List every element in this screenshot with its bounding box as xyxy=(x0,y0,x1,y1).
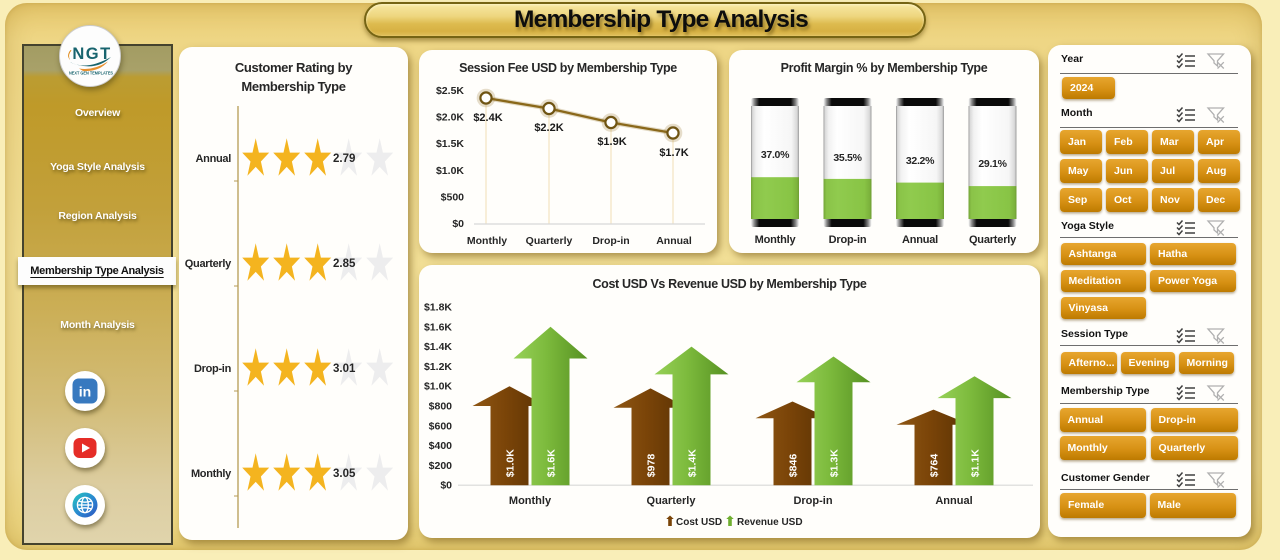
svg-text:Quarterly: Quarterly xyxy=(969,234,1017,246)
svg-text:$0: $0 xyxy=(452,218,464,230)
svg-text:Drop-in: Drop-in xyxy=(793,495,832,507)
svg-text:$1.3K: $1.3K xyxy=(829,449,841,477)
svg-text:$978: $978 xyxy=(646,454,658,478)
svg-text:$2.2K: $2.2K xyxy=(534,122,563,134)
svg-text:$1.0K: $1.0K xyxy=(436,165,464,177)
svg-text:$846: $846 xyxy=(788,454,800,478)
svg-text:35.5%: 35.5% xyxy=(833,152,862,164)
svg-text:Monthly: Monthly xyxy=(509,495,552,507)
svg-text:$1.4K: $1.4K xyxy=(424,341,452,353)
svg-text:$1.7K: $1.7K xyxy=(659,147,688,159)
svg-text:$1.0K: $1.0K xyxy=(505,449,517,477)
svg-text:Monthly: Monthly xyxy=(755,234,797,246)
svg-text:Drop-in: Drop-in xyxy=(592,235,629,247)
svg-text:Drop-in: Drop-in xyxy=(829,234,867,246)
svg-text:$1.6K: $1.6K xyxy=(546,449,558,477)
svg-text:Quarterly: Quarterly xyxy=(647,495,697,507)
svg-text:29.1%: 29.1% xyxy=(978,158,1007,170)
svg-text:$600: $600 xyxy=(429,420,453,432)
svg-text:$2.4K: $2.4K xyxy=(473,112,502,124)
svg-text:$200: $200 xyxy=(429,460,453,472)
svg-text:Monthly: Monthly xyxy=(467,235,507,247)
svg-text:$1.1K: $1.1K xyxy=(970,449,982,477)
svg-text:$0: $0 xyxy=(440,480,452,492)
svg-text:$1.5K: $1.5K xyxy=(436,138,464,150)
svg-text:37.0%: 37.0% xyxy=(761,149,790,161)
svg-text:$764: $764 xyxy=(929,454,941,478)
svg-text:NGT: NGT xyxy=(72,45,111,63)
svg-text:Revenue USD: Revenue USD xyxy=(737,517,803,528)
svg-text:Annual: Annual xyxy=(656,235,692,247)
svg-text:$500: $500 xyxy=(441,191,465,203)
svg-text:$400: $400 xyxy=(429,440,453,452)
svg-text:$1.0K: $1.0K xyxy=(424,381,452,393)
svg-text:$1.4K: $1.4K xyxy=(687,449,699,477)
svg-text:Quarterly: Quarterly xyxy=(526,235,573,247)
svg-text:NEXT GEN TEMPLATES: NEXT GEN TEMPLATES xyxy=(69,71,113,76)
svg-text:$800: $800 xyxy=(429,401,453,413)
svg-text:$1.8K: $1.8K xyxy=(424,302,452,314)
svg-text:$1.9K: $1.9K xyxy=(597,136,626,148)
svg-text:$1.6K: $1.6K xyxy=(424,321,452,333)
svg-text:Annual: Annual xyxy=(902,234,938,246)
svg-text:$2.5K: $2.5K xyxy=(436,85,464,97)
svg-text:32.2%: 32.2% xyxy=(906,155,935,167)
svg-text:in: in xyxy=(78,383,90,399)
svg-text:$2.0K: $2.0K xyxy=(436,112,464,124)
svg-text:Cost USD: Cost USD xyxy=(676,517,722,528)
svg-text:$1.2K: $1.2K xyxy=(424,361,452,373)
svg-text:Annual: Annual xyxy=(935,495,972,507)
